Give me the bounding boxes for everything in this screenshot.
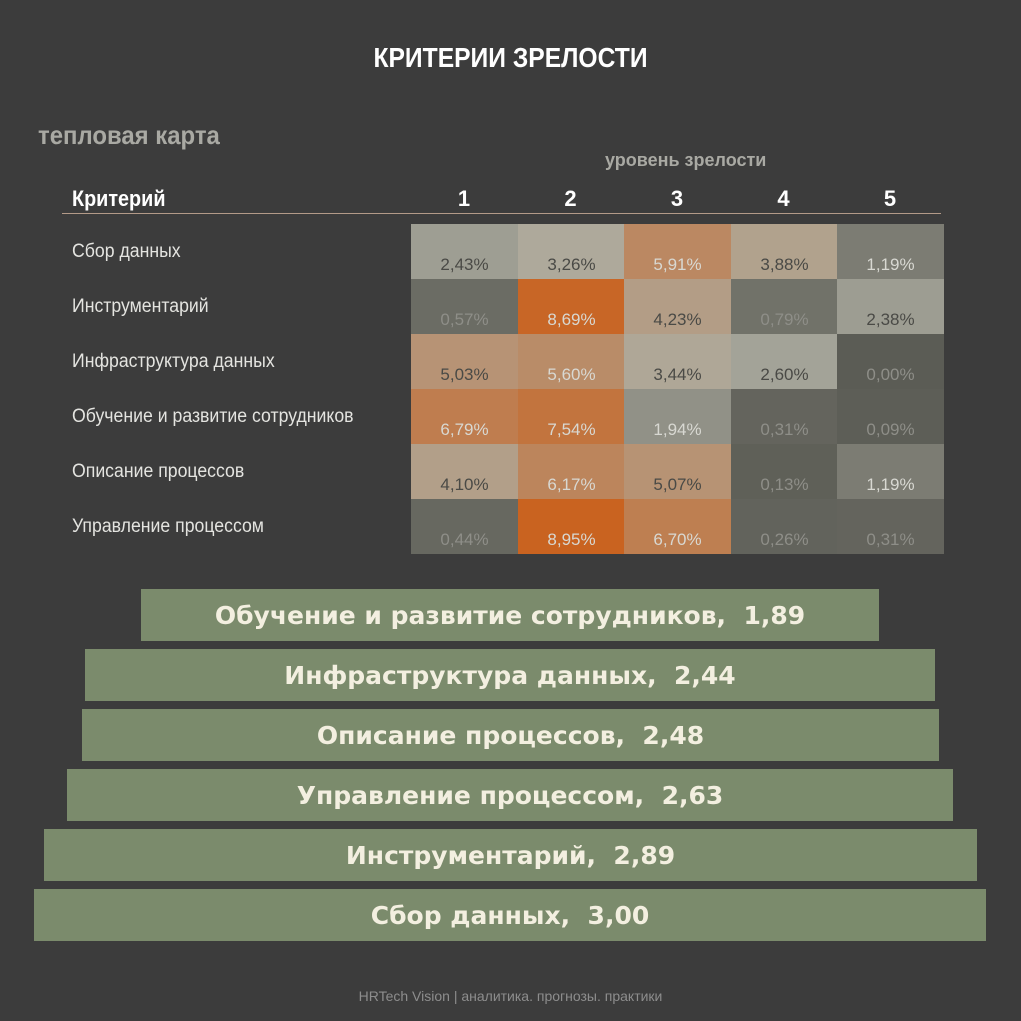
level-header-1: 1 bbox=[457, 186, 471, 211]
footer-credit: HRTech Vision | аналитика. прогнозы. пра… bbox=[358, 988, 663, 1004]
heatmap-cell: 6,70% bbox=[624, 499, 731, 554]
heatmap-cell: 1,94% bbox=[624, 389, 731, 444]
pyramid-bar: Инструментарий, 2,89 bbox=[44, 829, 977, 881]
heatmap-row-label: Инфраструктура данных bbox=[72, 351, 275, 372]
level-axis-label: уровень зрелости bbox=[605, 150, 767, 170]
heatmap-cell: 2,60% bbox=[731, 334, 838, 389]
heatmap-cell: 2,38% bbox=[837, 279, 944, 334]
heatmap-row-label: Описание процессов bbox=[72, 461, 245, 482]
heatmap-cell: 5,03% bbox=[411, 334, 518, 389]
heatmap-cell: 5,91% bbox=[624, 224, 731, 279]
pyramid-bar: Сбор данных, 3,00 bbox=[34, 889, 986, 941]
heatmap-cell: 6,17% bbox=[518, 444, 625, 499]
pyramid-bar: Обучение и развитие сотрудников, 1,89 bbox=[141, 589, 879, 641]
heatmap-cell: 1,19% bbox=[837, 444, 944, 499]
pyramid-bar: Управление процессом, 2,63 bbox=[67, 769, 953, 821]
heatmap-subtitle: тепловая карта bbox=[38, 120, 220, 150]
heatmap-cell: 5,07% bbox=[624, 444, 731, 499]
level-header-3: 3 bbox=[670, 186, 684, 211]
heatmap-cell: 0,00% bbox=[837, 334, 944, 389]
heatmap-cell: 0,13% bbox=[731, 444, 838, 499]
heatmap-cell: 3,26% bbox=[518, 224, 625, 279]
level-header-5: 5 bbox=[883, 186, 897, 211]
heatmap-cell: 0,09% bbox=[837, 389, 944, 444]
pyramid-bar: Инфраструктура данных, 2,44 bbox=[85, 649, 935, 701]
heatmap-cell: 0,57% bbox=[411, 279, 518, 334]
heatmap-row-label: Сбор данных bbox=[72, 241, 181, 262]
heatmap-cell: 8,95% bbox=[518, 499, 625, 554]
heatmap-cell: 7,54% bbox=[518, 389, 625, 444]
heatmap-cell: 0,44% bbox=[411, 499, 518, 554]
heatmap-cell: 3,88% bbox=[731, 224, 838, 279]
heatmap-cell: 0,31% bbox=[837, 499, 944, 554]
heatmap-cell: 3,44% bbox=[624, 334, 731, 389]
heatmap-cell: 0,31% bbox=[731, 389, 838, 444]
pyramid-bar: Описание процессов, 2,48 bbox=[82, 709, 939, 761]
heatmap-cell: 1,19% bbox=[837, 224, 944, 279]
page-title: КРИТЕРИИ ЗРЕЛОСТИ bbox=[373, 42, 648, 73]
heatmap-cell: 5,60% bbox=[518, 334, 625, 389]
heatmap-cell: 2,43% bbox=[411, 224, 518, 279]
heatmap-row-label: Управление процессом bbox=[72, 516, 264, 537]
level-header-4: 4 bbox=[777, 186, 790, 211]
heatmap-cell: 8,69% bbox=[518, 279, 625, 334]
criterion-column-header: Критерий bbox=[72, 186, 166, 211]
heatmap-cell: 0,79% bbox=[731, 279, 838, 334]
level-header-2: 2 bbox=[564, 186, 577, 211]
heatmap-cell: 4,23% bbox=[624, 279, 731, 334]
header-divider bbox=[62, 213, 941, 214]
heatmap-cell: 0,26% bbox=[731, 499, 838, 554]
heatmap-cell: 6,79% bbox=[411, 389, 518, 444]
heatmap-row-label: Обучение и развитие сотрудников bbox=[72, 406, 354, 427]
heatmap-row-label: Инструментарий bbox=[72, 296, 209, 317]
heatmap-cell: 4,10% bbox=[411, 444, 518, 499]
